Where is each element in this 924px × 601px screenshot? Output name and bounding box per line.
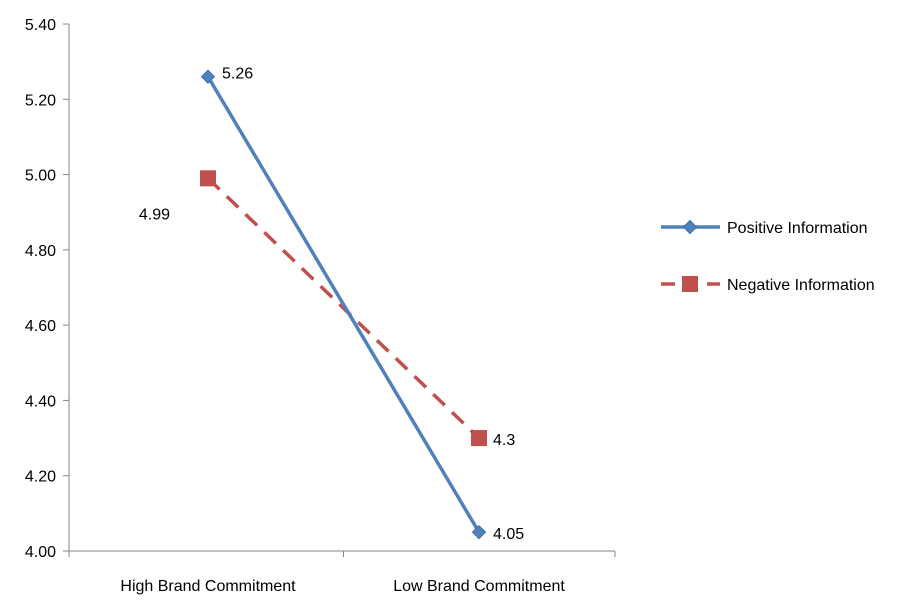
series bbox=[200, 69, 487, 540]
axes: 4.00 4.20 4.40 4.60 4.80 5.00 5.20 5.40 High Bra… bbox=[25, 17, 616, 595]
x-category-label: High Brand Commitment bbox=[120, 578, 296, 595]
legend: Positive Information Negative Information bbox=[661, 219, 875, 294]
diamond-marker bbox=[682, 219, 698, 235]
series-line-negative bbox=[206, 177, 481, 440]
data-labels: 5.26 4.05 4.99 4.3 bbox=[139, 66, 524, 543]
y-tick-label: 4.00 bbox=[25, 544, 56, 561]
y-tick-label: 4.60 bbox=[25, 318, 56, 335]
square-marker bbox=[200, 170, 216, 187]
series-line-positive bbox=[206, 75, 481, 534]
diamond-marker bbox=[200, 69, 216, 84]
y-tick-label: 5.20 bbox=[25, 92, 56, 109]
data-label: 4.05 bbox=[493, 526, 524, 543]
y-tick-label: 4.40 bbox=[25, 393, 56, 410]
x-category-label: Low Brand Commitment bbox=[393, 578, 565, 595]
y-tick-label: 4.80 bbox=[25, 243, 56, 260]
diamond-marker bbox=[471, 524, 487, 540]
y-tick-label: 4.20 bbox=[25, 469, 56, 486]
y-tick-label: 5.40 bbox=[25, 17, 56, 34]
data-label: 4.99 bbox=[139, 206, 170, 223]
data-label: 4.3 bbox=[493, 432, 515, 449]
y-tick-label: 5.00 bbox=[25, 168, 56, 185]
data-label: 5.26 bbox=[222, 66, 253, 83]
square-marker bbox=[682, 276, 698, 292]
legend-label: Positive Information bbox=[727, 220, 868, 237]
legend-label: Negative Information bbox=[727, 277, 875, 294]
square-marker bbox=[471, 430, 487, 447]
